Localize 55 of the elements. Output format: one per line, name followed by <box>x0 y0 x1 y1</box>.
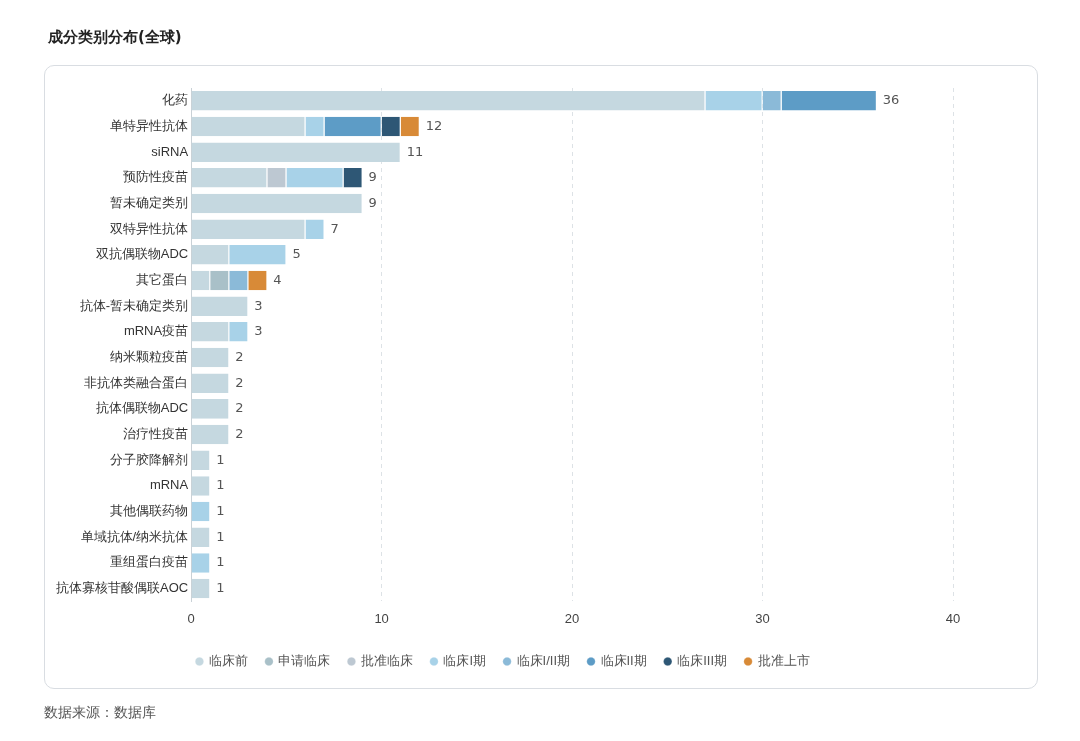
total-label: 9 <box>368 169 377 185</box>
total-label: 36 <box>882 92 900 108</box>
total-label: 1 <box>216 528 225 544</box>
total-label: 2 <box>235 400 244 416</box>
y-tick-label: mRNA <box>149 477 189 493</box>
y-tick-label: 纳米颗粒疫苗 <box>110 349 189 365</box>
total-label: 2 <box>235 348 244 364</box>
total-label: 4 <box>273 271 282 287</box>
y-tick-label: 其他偶联药物 <box>110 503 189 519</box>
y-tick-label: siRNA <box>151 143 189 159</box>
legend-label: 申请临床 <box>278 653 331 669</box>
x-tick-label: 20 <box>564 610 580 626</box>
total-label: 1 <box>216 554 225 570</box>
legend-label: 临床I期 <box>443 653 487 669</box>
y-tick-label: 预防性疫苗 <box>123 169 189 185</box>
total-label: 12 <box>425 117 443 133</box>
total-label: 7 <box>330 220 339 236</box>
y-tick-label: 其它蛋白 <box>136 272 189 288</box>
total-label: 1 <box>216 451 225 467</box>
y-tick-label: mRNA疫苗 <box>123 323 189 339</box>
y-tick-label: 治疗性疫苗 <box>123 426 189 442</box>
y-tick-label: 重组蛋白疫苗 <box>110 554 189 570</box>
legend-label: 批准临床 <box>360 653 413 669</box>
total-label: 11 <box>406 143 424 159</box>
x-tick-label: 10 <box>374 610 389 626</box>
y-tick-label: 化药 <box>162 92 189 108</box>
total-label: 2 <box>235 425 244 441</box>
y-tick-label: 暂未确定类别 <box>110 195 189 211</box>
y-tick-label: 抗体寡核苷酸偶联AOC <box>56 580 189 596</box>
legend-label: 临床I/II期 <box>516 653 571 669</box>
chart-title: 成分类别分布(全球) <box>48 28 182 47</box>
total-label: 9 <box>368 194 377 210</box>
y-tick-label: 抗体-暂未确定类别 <box>79 297 189 313</box>
total-label: 1 <box>216 579 225 595</box>
y-tick-label: 非抗体类融合蛋白 <box>84 374 189 390</box>
total-label: 1 <box>216 477 225 493</box>
total-label: 2 <box>235 374 244 390</box>
x-tick-label: 40 <box>945 610 961 626</box>
source-note: 数据来源：数据库 <box>44 704 156 722</box>
y-tick-label: 双特异性抗体 <box>110 220 189 236</box>
legend-label: 临床前 <box>208 653 248 669</box>
y-tick-label: 分子胶降解剂 <box>110 451 189 467</box>
total-label: 1 <box>216 502 225 518</box>
x-tick-label: 0 <box>187 610 195 626</box>
legend-label: 临床II期 <box>600 653 647 669</box>
x-tick-label: 30 <box>755 610 770 626</box>
total-label: 3 <box>254 297 263 313</box>
legend-label: 批准上市 <box>757 653 810 669</box>
legend-label: 临床III期 <box>677 653 728 669</box>
y-tick-label: 单特异性抗体 <box>110 118 189 134</box>
y-tick-label: 抗体偶联物ADC <box>95 400 189 416</box>
total-label: 5 <box>292 246 301 262</box>
y-tick-label: 单域抗体/纳米抗体 <box>80 528 189 544</box>
y-tick-label: 双抗偶联物ADC <box>95 246 189 262</box>
total-label: 3 <box>254 323 263 339</box>
